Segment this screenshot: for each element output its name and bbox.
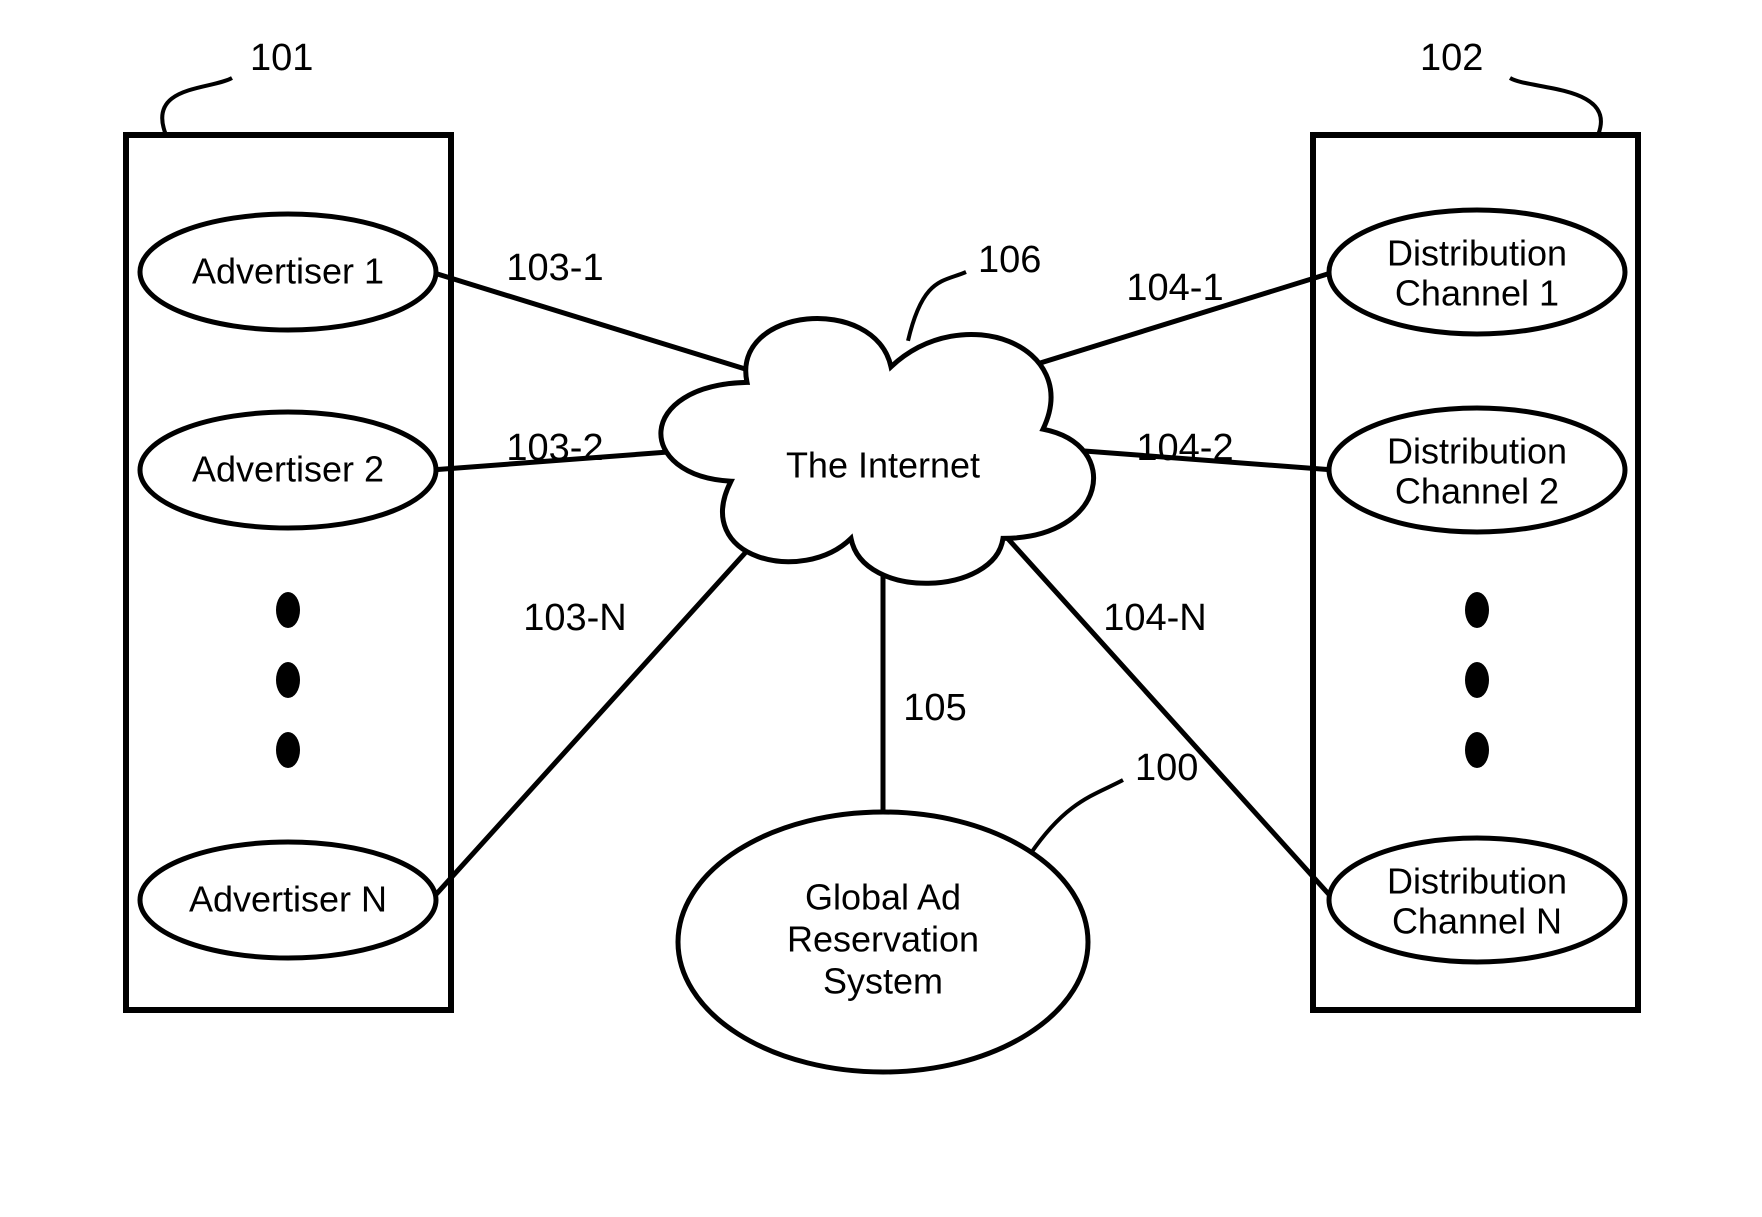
edge-104-N <box>1003 533 1334 900</box>
internet-label: The Internet <box>786 445 980 486</box>
leader-101 <box>162 78 232 135</box>
gars-label-line-0: Global Ad <box>805 877 961 918</box>
edge-label-103-2: 103-2 <box>506 427 603 469</box>
channel-label2-ch2: Channel 2 <box>1395 471 1559 512</box>
channel-label1-ch1: Distribution <box>1387 233 1567 274</box>
edge-103-N <box>431 533 763 900</box>
ref-100: 100 <box>1135 747 1198 789</box>
leader-100 <box>1031 780 1123 854</box>
edge-label-104-N: 104-N <box>1103 597 1207 639</box>
edge-label-104-2: 104-2 <box>1136 427 1233 469</box>
channel-label1-chN: Distribution <box>1387 861 1567 902</box>
ellipsis-dot <box>1465 592 1489 628</box>
ellipsis-dot <box>276 592 300 628</box>
channel-label2-ch1: Channel 1 <box>1395 273 1559 314</box>
ellipsis-dot <box>1465 732 1489 768</box>
leader-106 <box>908 272 966 341</box>
edge-label-104-1: 104-1 <box>1126 267 1223 309</box>
edge-label-103-N: 103-N <box>523 597 627 639</box>
ellipsis-dot <box>1465 662 1489 698</box>
edge-label-103-1: 103-1 <box>506 247 603 289</box>
gars-label-line-1: Reservation <box>787 919 979 960</box>
edge-label-105: 105 <box>903 687 966 729</box>
ref-102: 102 <box>1420 37 1483 79</box>
channel-label1-ch2: Distribution <box>1387 431 1567 472</box>
ellipsis-dot <box>276 662 300 698</box>
advertiser-label-adv1: Advertiser 1 <box>192 251 384 292</box>
ellipsis-dot <box>276 732 300 768</box>
advertiser-label-advN: Advertiser N <box>189 879 387 920</box>
ref-106: 106 <box>978 239 1041 281</box>
channel-label2-chN: Channel N <box>1392 901 1562 942</box>
leader-102 <box>1510 78 1601 135</box>
ref-101: 101 <box>250 37 313 79</box>
gars-label-line-2: System <box>823 961 943 1002</box>
advertiser-label-adv2: Advertiser 2 <box>192 449 384 490</box>
